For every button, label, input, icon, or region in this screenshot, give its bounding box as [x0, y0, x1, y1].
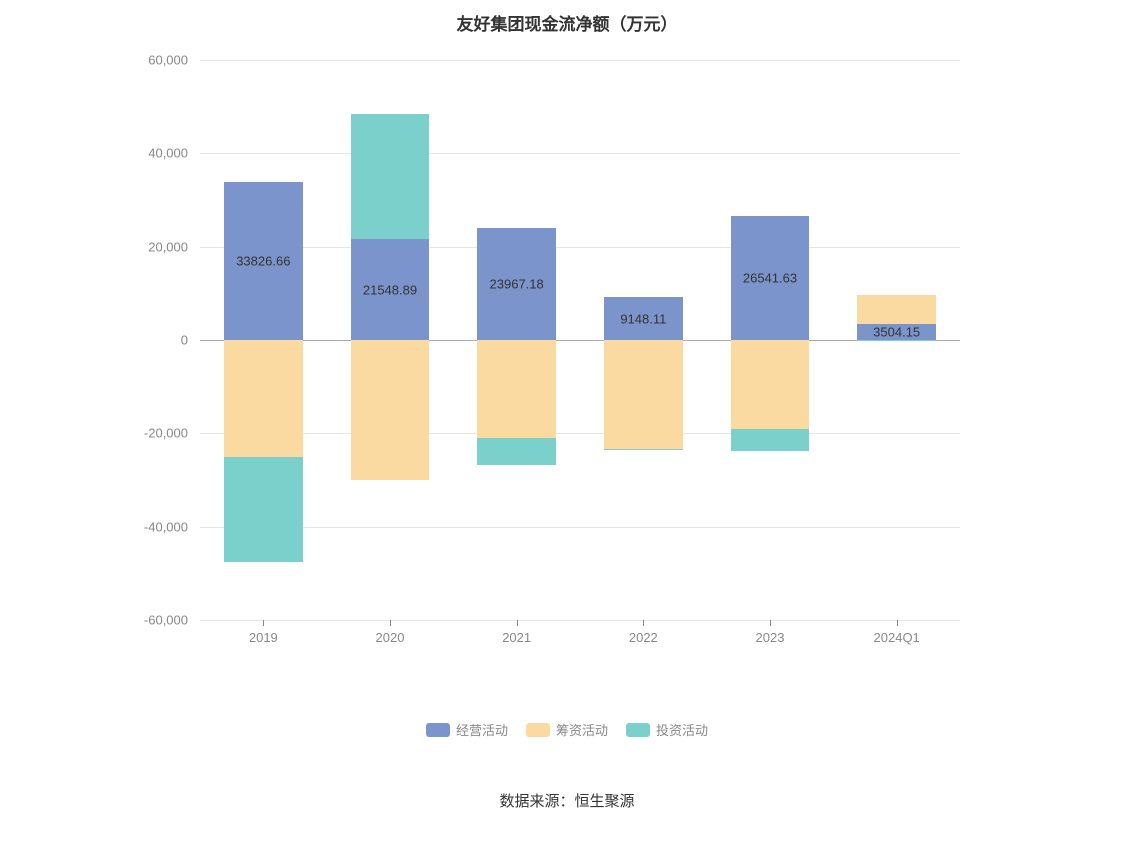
bar-segment [351, 114, 430, 239]
legend: 经营活动 筹资活动 投资活动 [0, 720, 1134, 739]
bar-segment [351, 340, 430, 480]
bar-value-label: 23967.18 [477, 277, 556, 292]
x-axis-tick-label: 2023 [756, 620, 785, 645]
gridline [200, 527, 960, 528]
gridline [200, 620, 960, 621]
cashflow-chart: 友好集团现金流净额（万元） -60,000-40,000-20,000020,0… [0, 0, 1134, 849]
bar-segment [604, 340, 683, 449]
chart-title: 友好集团现金流净额（万元） [0, 10, 1134, 35]
legend-item[interactable]: 投资活动 [626, 720, 708, 739]
bar-segment [224, 457, 303, 562]
y-axis-tick-label: -20,000 [144, 426, 200, 441]
legend-item[interactable]: 经营活动 [426, 720, 508, 739]
gridline [200, 433, 960, 434]
legend-label: 筹资活动 [556, 720, 608, 739]
x-axis-tick-label: 2021 [502, 620, 531, 645]
legend-swatch [426, 723, 450, 737]
x-axis-tick-label: 2022 [629, 620, 658, 645]
y-axis-tick-label: -40,000 [144, 519, 200, 534]
bar-segment [224, 340, 303, 457]
y-axis-tick-label: 40,000 [148, 146, 200, 161]
bar-segment [604, 449, 683, 450]
bar-segment [477, 438, 556, 465]
bar-segment [477, 340, 556, 438]
y-axis-tick-label: 60,000 [148, 53, 200, 68]
bar-value-label: 33826.66 [224, 254, 303, 269]
y-axis-tick-label: -60,000 [144, 613, 200, 628]
data-source-label: 数据来源：恒生聚源 [0, 790, 1134, 811]
bar-value-label: 26541.63 [731, 271, 810, 286]
plot-area: -60,000-40,000-20,000020,00040,00060,000… [200, 60, 960, 620]
x-axis-tick-label: 2019 [249, 620, 278, 645]
x-axis-tick-label: 2020 [376, 620, 405, 645]
bar-value-label: 21548.89 [351, 282, 430, 297]
gridline [200, 153, 960, 154]
legend-item[interactable]: 筹资活动 [526, 720, 608, 739]
gridline [200, 60, 960, 61]
legend-label: 经营活动 [456, 720, 508, 739]
legend-swatch [626, 723, 650, 737]
legend-swatch [526, 723, 550, 737]
zero-axis-line [200, 340, 960, 341]
gridline [200, 247, 960, 248]
y-axis-tick-label: 0 [181, 333, 200, 348]
bar-segment [731, 340, 810, 429]
bar-segment [857, 295, 936, 324]
bar-value-label: 3504.15 [857, 324, 936, 339]
bar-segment [731, 429, 810, 451]
y-axis-tick-label: 20,000 [148, 239, 200, 254]
x-axis-tick-label: 2024Q1 [874, 620, 920, 645]
legend-label: 投资活动 [656, 720, 708, 739]
bar-value-label: 9148.11 [604, 311, 683, 326]
